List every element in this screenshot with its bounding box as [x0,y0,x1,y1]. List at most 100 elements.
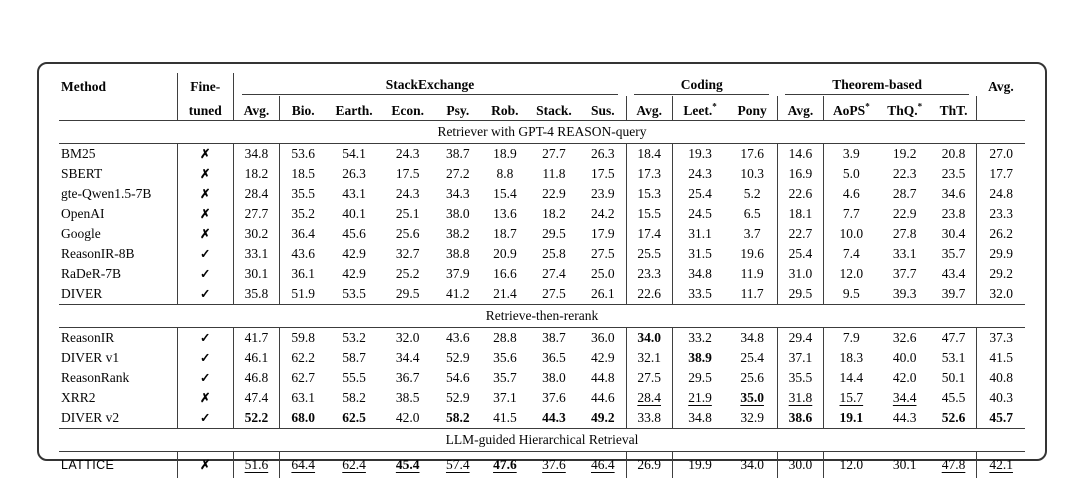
score-cell: 38.9 [688,350,712,365]
method-name-cell: RaDeR-7B [59,264,178,284]
method-name-cell: gte-Qwen1.5-7B [59,184,178,204]
score-cell: 43.6 [291,246,316,261]
score-cell: 31.1 [688,226,712,241]
score-cell: 10.3 [727,164,778,184]
score-cell: 34.0 [727,451,778,478]
col-header-finetuned-top: Fine- [177,73,234,96]
score-cell: 23.9 [580,184,627,204]
score-cell: 57.4 [445,457,470,472]
score-cell: 32.1 [626,348,673,368]
score-cell: 27.2 [445,166,470,181]
score-cell: 35.5 [777,368,825,388]
score-cell: 36.5 [542,350,566,365]
col-header-theorem-tht: ThT. [930,96,978,121]
score-cell: 51.9 [291,286,316,301]
finetuned-cross-icon: ✗ [177,204,234,224]
score-cell: 29.5 [395,286,420,301]
score-cell: 28.4 [626,388,673,408]
score-cell: 35.7 [493,370,517,385]
score-cell: 29.9 [989,246,1013,261]
score-cell: 53.2 [342,330,366,345]
score-cell: 50.1 [930,368,978,388]
score-cell: 34.4 [395,350,420,365]
score-cell: 25.6 [395,226,420,241]
group-header-coding: Coding [626,73,777,96]
col-header-se-sus: Sus. [580,96,627,121]
table-row: ReasonIR-8B ✓ 33.1 43.6 42.9 32.7 38.8 20.9 25.8… [59,244,1025,264]
finetuned-check-icon: ✓ [177,284,234,305]
score-cell: 36.4 [291,226,316,241]
score-cell: 41.7 [233,327,280,348]
score-cell: 52.2 [233,408,280,429]
score-cell: 21.9 [688,390,712,405]
score-cell: 68.0 [291,410,316,425]
score-cell: 37.1 [493,390,517,405]
score-cell: 17.5 [395,166,420,181]
score-cell: 27.5 [542,286,566,301]
score-cell: 55.5 [342,370,366,385]
score-cell: 28.4 [233,184,280,204]
score-cell: 62.5 [342,410,366,425]
score-cell: 31.8 [777,388,825,408]
score-cell: 54.6 [445,370,470,385]
col-header-coding-pony: Pony [727,96,778,121]
score-cell: 19.2 [892,146,917,161]
score-cell: 34.8 [233,143,280,164]
score-cell: 42.9 [580,348,627,368]
score-cell: 32.9 [727,408,778,429]
method-name-cell: DIVER v1 [59,348,178,368]
score-cell: 38.0 [542,370,566,385]
section-title: LLM-guided Hierarchical Retrieval [59,428,1025,452]
score-cell: 35.5 [291,186,316,201]
group-header-stackexchange: StackExchange [233,73,626,96]
score-cell: 16.6 [493,266,517,281]
score-cell: 24.2 [580,204,627,224]
score-cell: 35.0 [727,388,778,408]
score-cell: 52.6 [930,408,978,429]
score-cell: 11.9 [727,264,778,284]
score-cell: 30.0 [777,451,825,478]
score-cell: 25.8 [542,246,566,261]
score-cell: 31.0 [777,264,825,284]
score-cell: 19.6 [727,244,778,264]
score-cell: 37.6 [542,457,566,472]
score-cell: 12.0 [839,266,864,281]
col-header-theorem-thq: ThQ.* [878,96,931,121]
score-cell: 47.8 [930,451,978,478]
score-cell: 52.9 [445,350,470,365]
score-cell: 9.5 [842,286,860,301]
score-cell: 35.8 [233,284,280,305]
score-cell: 38.7 [445,146,470,161]
score-cell: 27.4 [542,266,566,281]
score-cell: 41.2 [445,286,470,301]
score-cell: 38.7 [542,330,566,345]
score-cell: 42.0 [395,410,420,425]
score-cell: 44.8 [580,368,627,388]
score-cell: 31.5 [688,246,712,261]
score-cell: 53.6 [291,146,316,161]
score-cell: 35.2 [291,206,316,221]
score-cell: 34.4 [892,390,917,405]
score-cell: 23.3 [989,206,1013,221]
method-name-cell: ReasonRank [59,368,178,388]
table-row: gte-Qwen1.5-7B ✗ 28.4 35.5 43.1 24.3 34.3 15.4 2… [59,184,1025,204]
score-cell: 44.3 [542,410,566,425]
section-header-row: LLM-guided Hierarchical Retrieval [59,428,1025,452]
score-cell: 28.8 [493,330,517,345]
score-cell: 3.7 [727,224,778,244]
col-header-overall-avg: Avg. [988,79,1014,94]
method-name-cell: OpenAI [59,204,178,224]
score-cell: 58.7 [342,350,366,365]
score-cell: 36.1 [291,266,316,281]
score-cell: 15.7 [839,390,864,405]
score-cell: 36.7 [395,370,420,385]
col-header-finetuned-bottom: tuned [177,96,234,121]
score-cell: 7.4 [842,246,860,261]
score-cell: 27.5 [626,368,673,388]
score-cell: 30.2 [233,224,280,244]
score-cell: 29.5 [542,226,566,241]
col-header-method-spacer [59,96,178,121]
method-name-cell: DIVER [59,284,178,305]
score-cell: 17.9 [580,224,627,244]
